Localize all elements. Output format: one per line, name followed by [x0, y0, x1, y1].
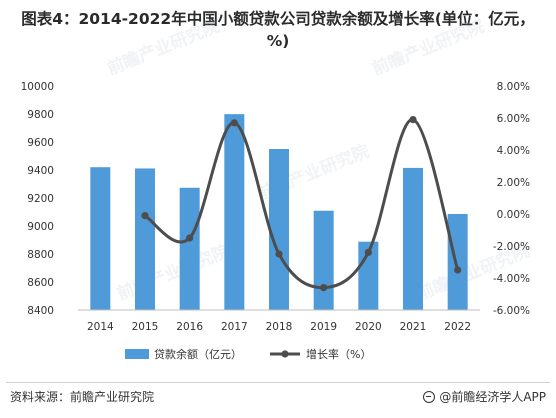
growth-rate-point — [141, 212, 149, 220]
bar — [403, 167, 423, 310]
y-left-tick-label: 10000 — [21, 81, 54, 93]
x-tick-label: 2016 — [176, 321, 203, 333]
source-text: 资料来源：前瞻产业研究院 — [10, 390, 155, 404]
y-right-tick-label: -4.00% — [493, 273, 530, 285]
growth-rate-point — [275, 250, 283, 258]
brand-label: @前瞻经济学人APP — [423, 388, 546, 405]
x-tick-label: 2020 — [355, 321, 382, 333]
y-left-tick-label: 8400 — [27, 305, 54, 317]
legend-line-label: 增长率（%） — [306, 347, 371, 361]
y-left-tick-label: 9000 — [27, 221, 54, 233]
legend-line-marker — [281, 350, 289, 358]
x-tick-label: 2015 — [132, 321, 159, 333]
y-right-tick-label: -2.00% — [493, 241, 530, 253]
y-right-tick-label: 8.00% — [497, 81, 530, 93]
growth-rate-point — [186, 234, 194, 242]
brand-text: @前瞻经济学人APP — [439, 390, 546, 404]
y-right-tick-label: 6.00% — [497, 113, 530, 125]
growth-rate-point — [364, 248, 372, 256]
y-right-tick-label: 2.00% — [497, 177, 530, 189]
y-right-tick-label: -6.00% — [493, 305, 530, 317]
watermark-text: 前瞻产业研究院 — [369, 16, 487, 80]
watermark-text: 前瞻产业研究院 — [104, 16, 222, 80]
x-tick-label: 2017 — [221, 321, 248, 333]
bar — [135, 168, 155, 310]
y-left-tick-label: 9600 — [27, 137, 54, 149]
footer-divider — [6, 382, 550, 383]
bar — [224, 114, 245, 310]
bar — [313, 210, 334, 310]
x-tick-label: 2022 — [444, 321, 471, 333]
y-left-tick-label: 9200 — [27, 193, 54, 205]
legend-bar-label: 贷款余额（亿元） — [154, 347, 242, 361]
legend-bar-swatch — [125, 349, 149, 359]
growth-rate-point — [454, 266, 462, 274]
y-left-tick-label: 9800 — [27, 109, 54, 121]
bar — [179, 187, 200, 310]
growth-rate-point — [320, 284, 328, 292]
bar — [269, 149, 289, 310]
y-left-tick-label: 9400 — [27, 165, 54, 177]
chart-title: 图表4：2014-2022年中国小额贷款公司贷款余额及增长率(单位：亿元，%) — [21, 10, 535, 50]
y-left-tick-label: 8600 — [27, 277, 54, 289]
x-tick-label: 2019 — [310, 321, 337, 333]
x-tick-label: 2014 — [87, 321, 114, 333]
bar — [447, 213, 468, 310]
y-right-tick-label: 4.00% — [497, 145, 530, 157]
growth-rate-point — [230, 119, 238, 127]
watermark-text: 前瞻产业研究院 — [114, 241, 232, 305]
x-tick-label: 2018 — [266, 321, 293, 333]
y-left-tick-label: 8800 — [27, 249, 54, 261]
y-right-tick-label: 0.00% — [497, 209, 530, 221]
brand-logo-icon — [423, 390, 436, 403]
growth-rate-point — [409, 116, 417, 124]
bar — [90, 167, 111, 310]
x-tick-label: 2021 — [400, 321, 427, 333]
